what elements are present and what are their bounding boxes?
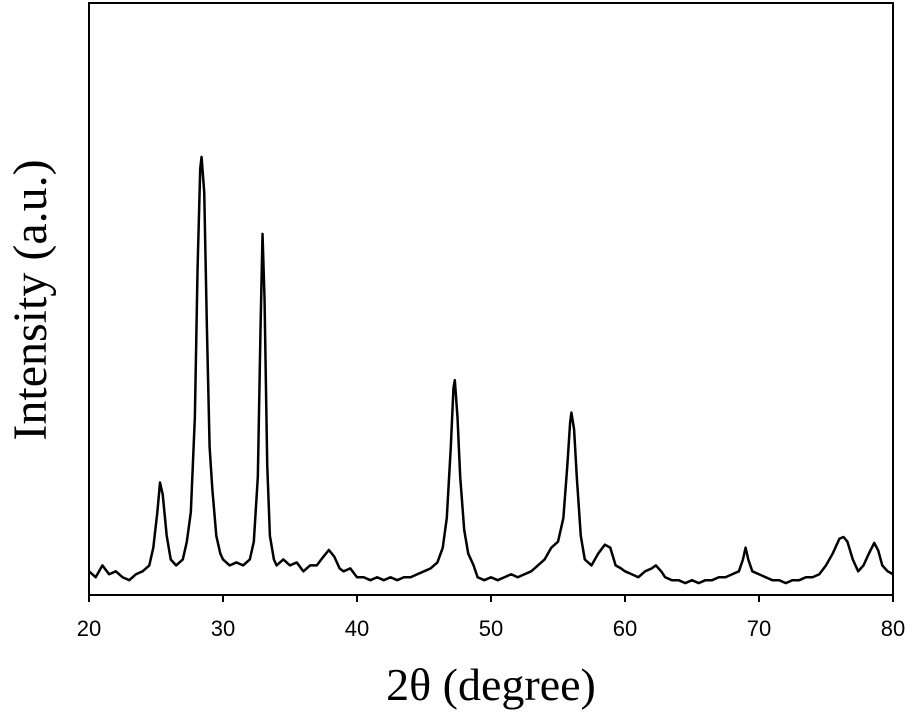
- x-tick-label: 20: [77, 616, 101, 641]
- y-axis-title: Intensity (a.u.): [4, 159, 57, 440]
- plot-frame: [88, 2, 894, 596]
- x-axis-title: 2θ (degree): [386, 659, 596, 710]
- x-tick-label: 70: [747, 616, 771, 641]
- data-line: [88, 155, 894, 585]
- x-tick-label: 40: [345, 616, 369, 641]
- x-tick-label: 30: [211, 616, 235, 641]
- x-tick-label: 80: [881, 616, 905, 641]
- x-tick-label: 50: [479, 616, 503, 641]
- x-tick-label: 60: [613, 616, 637, 641]
